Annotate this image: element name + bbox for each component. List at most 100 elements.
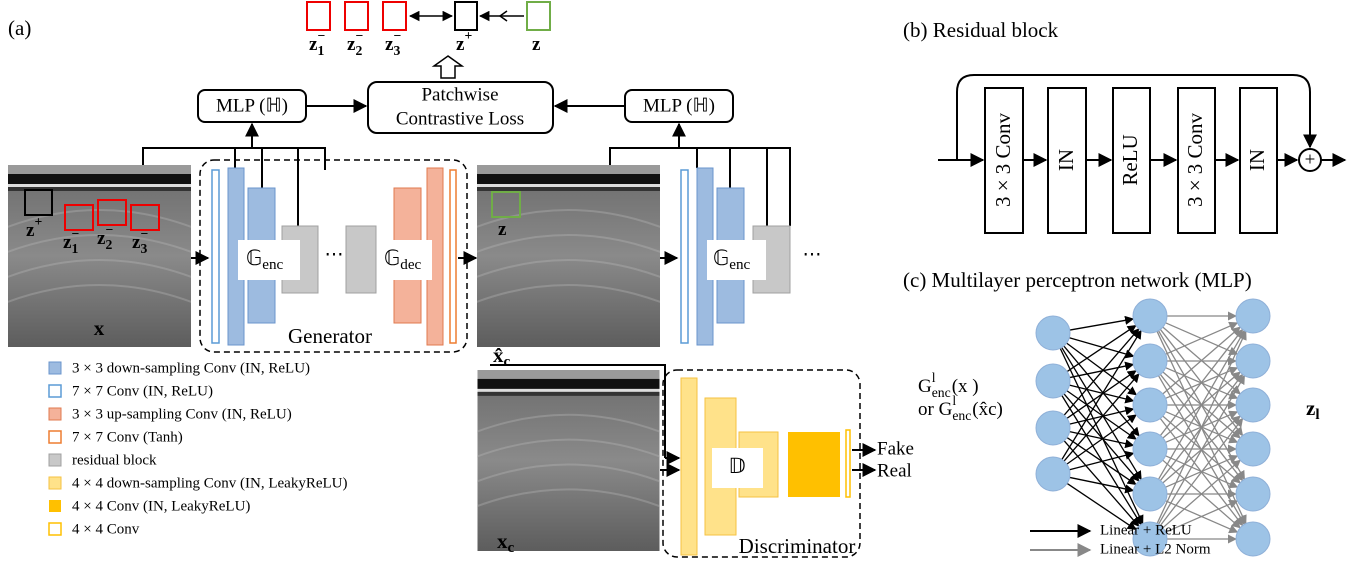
diagram: (a) z1− z2− z3− z+ z MLP (ℍ) Patchwise C…	[0, 0, 1367, 565]
text-part: 𝔾	[246, 246, 262, 270]
block-label: IN	[1054, 149, 1078, 171]
image-label: x	[94, 316, 105, 340]
page-body: { "panel_a": { "label": "(a)", "top_keys…	[0, 0, 1367, 565]
text-part: l	[1315, 407, 1319, 423]
legend-label: 7 × 7 Conv (IN, ReLU)	[72, 383, 213, 399]
text-part: +	[464, 28, 472, 43]
node	[1133, 477, 1167, 511]
legend-swatch	[49, 362, 61, 374]
legend-swatch	[49, 385, 61, 397]
text-part: 𝔾	[713, 246, 729, 270]
mlp-output: zl	[1306, 396, 1320, 424]
conv7-in	[212, 170, 219, 343]
legend-swatch	[49, 500, 61, 512]
discriminator-label: Discriminator	[739, 534, 856, 558]
ellipsis: ⋯	[803, 244, 822, 265]
generator-label: Generator	[288, 324, 372, 348]
legend-label: residual block	[72, 452, 157, 468]
legend-label: 3 × 3 up-sampling Conv (IN, ReLU)	[72, 406, 292, 422]
edge	[1064, 329, 1139, 415]
node	[1036, 364, 1070, 398]
image-x-hat	[457, 165, 680, 347]
text-part: 2	[105, 237, 112, 252]
text-part: 𝔾	[384, 246, 400, 270]
mlp-network	[1036, 299, 1270, 556]
legend-swatch	[49, 523, 61, 535]
text-part: x̂	[493, 343, 504, 367]
image-x	[0, 165, 211, 347]
d-final-conv	[846, 430, 850, 497]
text-part: dec	[400, 257, 421, 273]
hollow-arrow	[434, 56, 462, 78]
text-part: or	[918, 399, 939, 420]
edge	[1070, 364, 1134, 377]
text-part: −	[355, 28, 363, 43]
text-part: −	[140, 226, 148, 241]
neg-key-box	[307, 2, 330, 30]
edge	[1070, 319, 1134, 330]
key-label: z	[532, 34, 541, 55]
node	[1133, 344, 1167, 378]
text-part: x	[497, 529, 508, 553]
node	[1236, 344, 1270, 378]
mlp-label: MLP (ℍ)	[643, 95, 715, 116]
node	[1133, 299, 1167, 333]
loss-label: Contrastive Loss	[396, 108, 524, 129]
panel-title: (b) Residual block	[903, 18, 1059, 42]
key-label: z2−	[347, 28, 363, 58]
legend: 3 × 3 down-sampling Conv (IN, ReLU) 7 × …	[49, 360, 348, 537]
legend-label: 4 × 4 Conv	[72, 521, 140, 537]
block-label: ReLU	[1118, 134, 1142, 185]
neg-key-box	[345, 2, 368, 30]
panel-title: (c) Multilayer perceptron network (MLP)	[903, 268, 1252, 292]
text-part: l	[952, 393, 956, 408]
text-part: enc	[729, 257, 750, 273]
node	[1133, 432, 1167, 466]
node	[1036, 411, 1070, 445]
text-part: −	[393, 28, 401, 43]
edge	[1067, 391, 1136, 439]
text-part: −	[71, 226, 79, 241]
conv7-in	[681, 170, 688, 343]
mlp-label: MLP (ℍ)	[216, 95, 288, 116]
text-part: −	[317, 28, 325, 43]
legend-label: Linear + L2 Norm	[1100, 541, 1211, 557]
legend-swatch	[49, 454, 61, 466]
image-xc	[458, 370, 680, 551]
legend-label: 7 × 7 Conv (Tanh)	[72, 429, 183, 445]
node	[1236, 299, 1270, 333]
output-label: Fake	[877, 438, 914, 459]
mlp-input: Gencl(x )	[918, 370, 979, 400]
text-part: c	[508, 540, 515, 556]
key-label: z3−	[385, 28, 401, 58]
conv7-out	[450, 170, 456, 343]
sum-symbol: +	[1305, 149, 1316, 170]
ellipsis: ⋯	[325, 244, 344, 265]
edge	[1067, 325, 1136, 371]
text-part: c	[504, 354, 511, 370]
legend-label: 3 × 3 down-sampling Conv (IN, ReLU)	[72, 360, 310, 376]
patch-label: z	[498, 219, 507, 240]
text-part: 3	[393, 43, 400, 58]
legend-swatch	[49, 431, 61, 443]
panel-label: (a)	[8, 16, 31, 40]
block-label: IN	[1245, 149, 1269, 171]
output-label: Real	[877, 460, 912, 481]
text-part: +	[34, 214, 42, 229]
neg-key-box	[383, 2, 406, 30]
text-part: enc	[262, 257, 283, 273]
text-part: G	[939, 399, 953, 420]
node	[1133, 388, 1167, 422]
block-label: 3 × 3 Conv	[1183, 112, 1207, 207]
text-part: z	[498, 219, 507, 240]
edge	[1069, 338, 1133, 357]
text-part: 1	[71, 241, 78, 256]
discriminator-symbol: 𝔻	[728, 454, 745, 478]
residual-block	[346, 226, 376, 293]
node	[1036, 457, 1070, 491]
node	[1036, 316, 1070, 350]
loss-label: Patchwise	[421, 84, 498, 105]
text-part: 2	[355, 43, 362, 58]
text-part: enc	[952, 408, 971, 423]
text-part: (x̂c)	[972, 399, 1003, 420]
